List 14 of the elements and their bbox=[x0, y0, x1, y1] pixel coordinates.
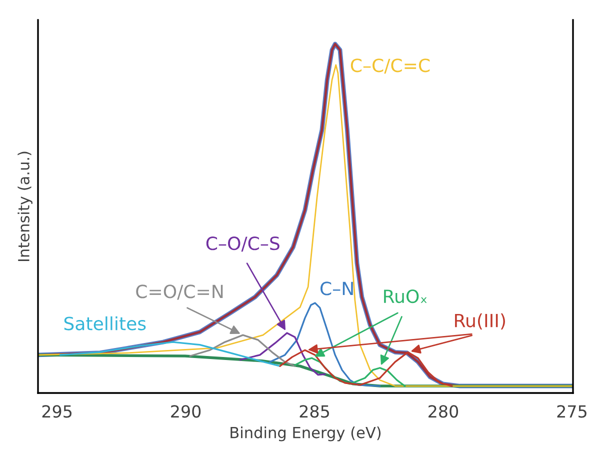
series-label: Satellites bbox=[64, 316, 146, 330]
text: C–O/C–S bbox=[206, 236, 280, 252]
y-axis-title: Intensity (a.u.) bbox=[18, 152, 32, 262]
x-tick-label: 275 bbox=[557, 405, 586, 418]
text: Ru(III) bbox=[455, 313, 505, 330]
text: RuOₓ bbox=[384, 289, 427, 304]
text: C=O/C=N bbox=[136, 284, 223, 300]
x-tick-label: 295 bbox=[42, 405, 72, 418]
series-label: C–N bbox=[320, 282, 353, 296]
x-tick-label: 290 bbox=[171, 405, 201, 418]
x-tick-label: 285 bbox=[300, 405, 329, 418]
series-label: C–C/C=C bbox=[350, 58, 430, 74]
x-axis-title: Binding Energy (eV) bbox=[230, 426, 381, 442]
x-tick-label: 280 bbox=[428, 405, 458, 418]
